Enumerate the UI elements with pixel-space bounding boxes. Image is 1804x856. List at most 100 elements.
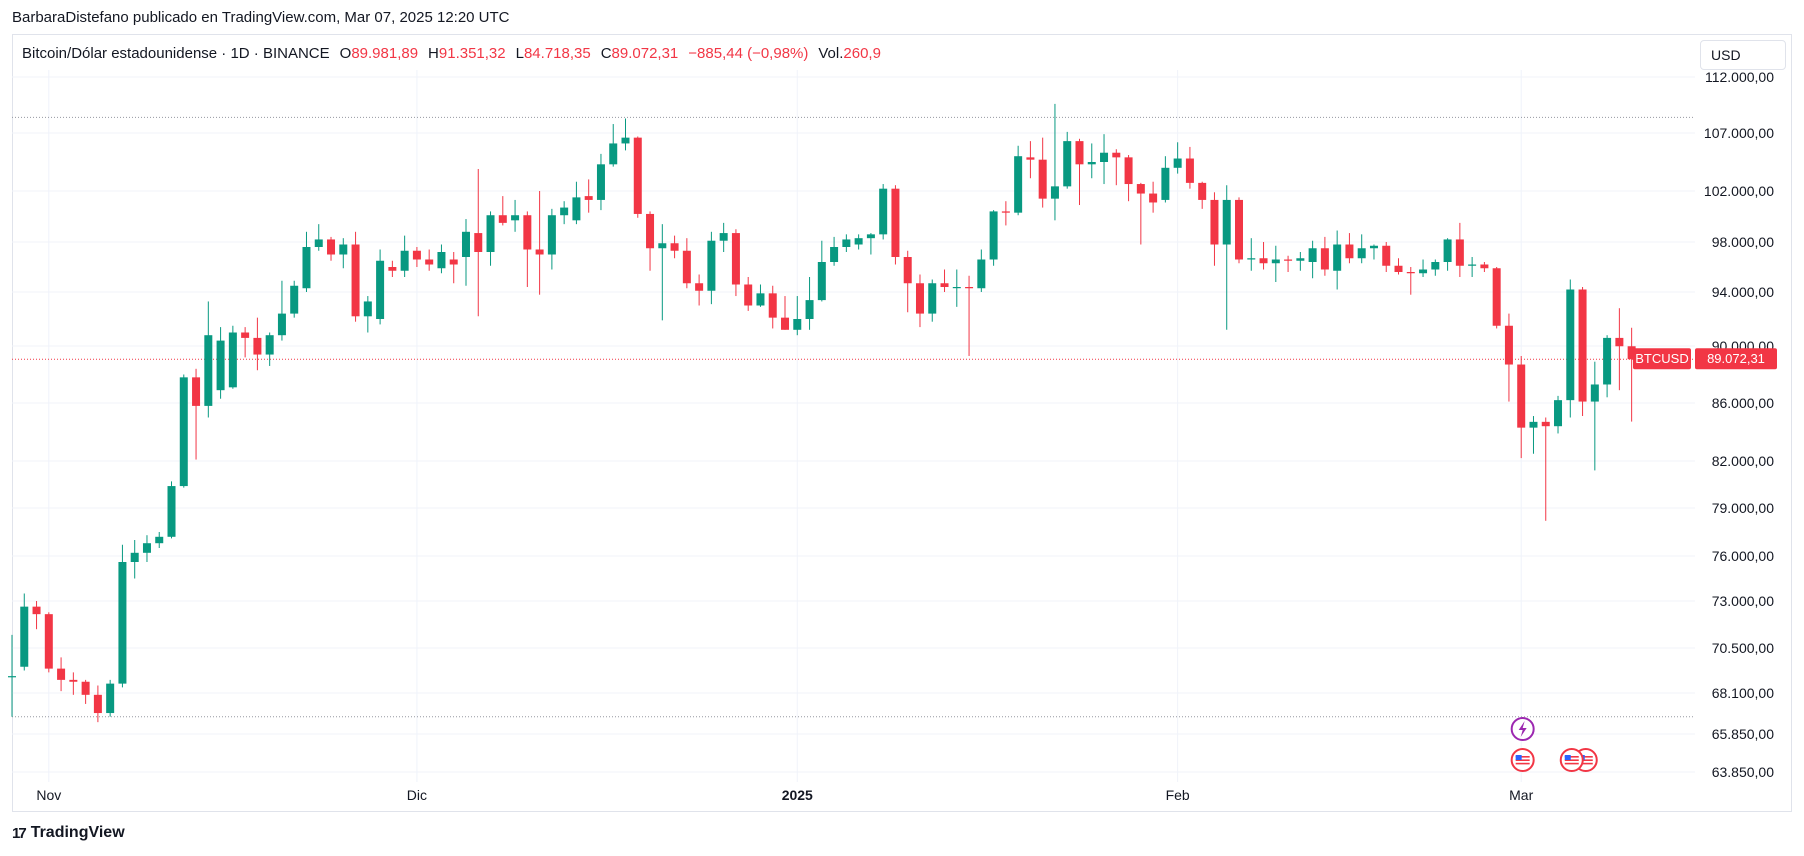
candle-body xyxy=(486,215,495,252)
candle-body xyxy=(1271,259,1280,264)
candle-body xyxy=(1100,152,1109,162)
candle-body xyxy=(339,244,348,255)
candle-body xyxy=(412,250,421,260)
us-flag-event-icon-stripe xyxy=(1564,756,1579,758)
candle-body xyxy=(1382,245,1391,266)
x-axis-tick-label: Mar xyxy=(1509,787,1533,803)
ohlc-legend: Bitcoin/Dólar estadounidense · 1D · BINA… xyxy=(22,45,891,62)
us-flag-event-icon-stripe xyxy=(1564,759,1579,761)
candle-body xyxy=(179,377,188,487)
y-axis-tick-label: 86.000,00 xyxy=(1712,395,1774,411)
candle-body xyxy=(1161,167,1170,200)
us-flag-event-icon-stripe xyxy=(1564,762,1579,765)
candle-body xyxy=(560,207,569,216)
candle-body xyxy=(805,300,814,319)
candle-body xyxy=(449,259,458,265)
candle-body xyxy=(253,337,262,355)
candle-body xyxy=(1026,157,1035,160)
candle-body xyxy=(290,285,299,314)
candle-body xyxy=(461,231,470,257)
candle-body xyxy=(1136,184,1145,194)
high-value: 91.351,32 xyxy=(438,45,506,62)
open-label: O xyxy=(339,45,352,62)
candle-body xyxy=(1087,162,1096,165)
candle-body xyxy=(915,283,924,314)
candle-body xyxy=(314,239,323,247)
candle-body xyxy=(965,287,974,289)
candle-body xyxy=(1443,239,1452,262)
low-value: 84.718,35 xyxy=(523,45,591,62)
candle-body xyxy=(1455,239,1464,266)
candle-body xyxy=(1014,156,1023,213)
candle-body xyxy=(891,188,900,257)
candle-body xyxy=(952,287,961,289)
candle-body xyxy=(93,694,102,714)
candle-body xyxy=(977,259,986,289)
publish-caption: BarbaraDistefano publicado en TradingVie… xyxy=(12,9,510,26)
candle-body xyxy=(1504,325,1513,365)
candle-body xyxy=(817,262,826,301)
candle-body xyxy=(106,683,115,714)
x-axis-tick-label: Dic xyxy=(407,787,427,803)
candle-body xyxy=(596,164,605,200)
candle-body xyxy=(1541,421,1550,427)
candle-body xyxy=(842,239,851,247)
candle-body xyxy=(474,233,483,252)
candle-body xyxy=(621,137,630,144)
candle-body xyxy=(1112,152,1121,158)
candle-body xyxy=(1492,268,1501,326)
candle-body xyxy=(633,137,642,214)
candle-body xyxy=(1149,193,1158,203)
candle-body xyxy=(1603,337,1612,385)
high-label: H xyxy=(428,45,439,62)
candle-body xyxy=(1517,364,1526,428)
candle-body xyxy=(658,243,667,249)
candle-body xyxy=(1369,245,1378,249)
volume-value: 260,9 xyxy=(843,45,881,62)
y-axis-tick-label: 107.000,00 xyxy=(1704,125,1774,141)
candle-body xyxy=(1554,400,1563,427)
candle-body xyxy=(1578,289,1587,402)
candle-body xyxy=(928,283,937,314)
candle-body xyxy=(1185,158,1194,183)
candle-body xyxy=(1259,258,1268,264)
y-axis-tick-label: 63.850,00 xyxy=(1712,764,1774,780)
candle-body xyxy=(302,247,311,289)
candle-body xyxy=(69,679,78,682)
y-axis-tick-label: 73.000,00 xyxy=(1712,593,1774,609)
candle-body xyxy=(498,215,507,223)
candle-body xyxy=(192,377,201,406)
tradingview-mark-icon: 17 xyxy=(12,824,27,842)
candle-body xyxy=(1357,248,1366,259)
symbol-label[interactable]: Bitcoin/Dólar estadounidense · 1D · BINA… xyxy=(22,45,330,62)
candle-body xyxy=(854,238,863,245)
candle-body xyxy=(1345,244,1354,259)
y-axis-tick-label: 102.000,00 xyxy=(1704,183,1774,199)
candle-body xyxy=(1296,258,1305,261)
candle-body xyxy=(1247,258,1256,260)
candle-body xyxy=(646,213,655,249)
candle-body xyxy=(609,143,618,165)
candle-body xyxy=(1333,244,1342,271)
candle-body xyxy=(1406,272,1415,274)
candle-body xyxy=(1038,159,1047,199)
tradingview-logo[interactable]: 17 TradingView xyxy=(12,824,125,842)
us-flag-event-icon-back-stripe xyxy=(1578,756,1593,758)
candle-body xyxy=(8,676,16,678)
price-tag-ticker: BTCUSD xyxy=(1635,351,1688,366)
candle-body xyxy=(1173,158,1182,168)
lightning-bolt-icon xyxy=(1518,721,1527,737)
candle-body xyxy=(670,243,679,251)
candle-body xyxy=(44,614,53,669)
candle-body xyxy=(155,536,164,544)
candle-body xyxy=(1222,199,1231,245)
us-flag-event-icon-back-stripe xyxy=(1578,762,1593,765)
y-axis-tick-label: 82.000,00 xyxy=(1712,453,1774,469)
candle-body xyxy=(584,196,593,200)
candle-body xyxy=(731,233,740,285)
price-tag-value: 89.072,31 xyxy=(1707,351,1765,366)
candle-body xyxy=(425,259,434,265)
candle-body xyxy=(265,335,274,355)
currency-button[interactable]: USD xyxy=(1700,40,1786,70)
